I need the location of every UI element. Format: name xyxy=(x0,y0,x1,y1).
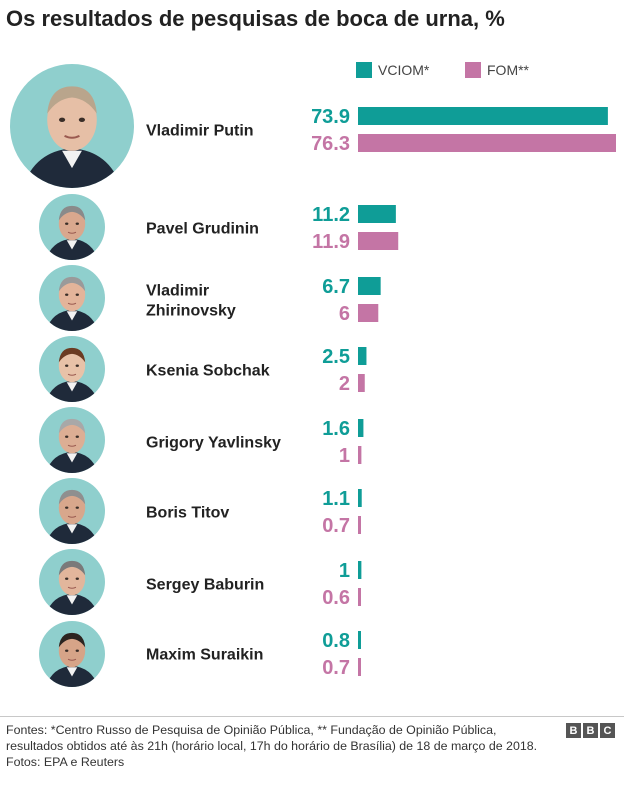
value-label-vciom-vladimir-putin: 73.9 xyxy=(311,106,350,128)
value-label-vciom-vladimir-zhirinovsky: 6.7 xyxy=(322,276,350,298)
bar-fom-grigory-yavlinsky xyxy=(358,446,362,464)
bbc-logo-letter: C xyxy=(600,723,615,738)
bar-fom-vladimir-putin xyxy=(358,134,616,152)
value-label-vciom-grigory-yavlinsky: 1.6 xyxy=(322,418,350,440)
bbc-logo-letter: B xyxy=(566,723,581,738)
photo-pavel-grudinin xyxy=(39,194,105,260)
photo-ksenia-sobchak xyxy=(39,336,105,402)
footer-divider xyxy=(0,716,624,717)
value-label-vciom-pavel-grudinin: 11.2 xyxy=(312,204,350,226)
bbc-logo: B B C xyxy=(566,723,615,738)
legend-swatch-fom xyxy=(465,62,481,78)
value-label-fom-grigory-yavlinsky: 1 xyxy=(339,445,350,467)
candidate-name-grigory-yavlinsky: Grigory Yavlinsky xyxy=(146,435,281,452)
value-label-fom-ksenia-sobchak: 2 xyxy=(339,373,350,395)
photo-boris-titov xyxy=(39,478,105,544)
bar-fom-maxim-suraikin xyxy=(358,658,361,676)
bar-vciom-boris-titov xyxy=(358,489,362,507)
candidate-name-ksenia-sobchak: Ksenia Sobchak xyxy=(146,363,270,380)
bar-vciom-sergey-baburin xyxy=(358,561,362,579)
value-label-fom-vladimir-zhirinovsky: 6 xyxy=(339,303,350,325)
footer-sources: Fontes: *Centro Russo de Pesquisa de Opi… xyxy=(6,723,538,753)
photo-grigory-yavlinsky xyxy=(39,407,105,473)
value-label-vciom-sergey-baburin: 1 xyxy=(339,560,350,582)
candidate-name-vladimir-putin: Vladimir Putin xyxy=(146,123,254,140)
candidate-name-maxim-suraikin: Maxim Suraikin xyxy=(146,647,263,664)
bar-fom-sergey-baburin xyxy=(358,588,361,606)
value-label-fom-boris-titov: 0.7 xyxy=(322,515,350,537)
bar-chart: Vladimir Putin 73.9 76.3 Pavel Grudinin 11.2… xyxy=(146,106,616,679)
bar-vciom-vladimir-zhirinovsky xyxy=(358,277,381,295)
bar-fom-boris-titov xyxy=(358,516,361,534)
bar-vciom-grigory-yavlinsky xyxy=(358,419,364,437)
value-label-fom-maxim-suraikin: 0.7 xyxy=(322,657,350,679)
candidate-name-vladimir-zhirinovsky: Vladimir xyxy=(146,283,209,300)
value-label-vciom-ksenia-sobchak: 2.5 xyxy=(322,346,350,368)
legend-label-fom: FOM** xyxy=(487,62,529,78)
legend-item-fom: FOM** xyxy=(465,62,529,78)
legend-label-vciom: VCIOM* xyxy=(378,62,430,78)
value-label-vciom-maxim-suraikin: 0.8 xyxy=(322,630,350,652)
photo-maxim-suraikin xyxy=(39,621,105,687)
bar-vciom-ksenia-sobchak xyxy=(358,347,367,365)
candidate-name-vladimir-zhirinovsky: Zhirinovsky xyxy=(146,303,236,320)
bar-vciom-vladimir-putin xyxy=(358,107,608,125)
candidate-name-sergey-baburin: Sergey Baburin xyxy=(146,577,264,594)
footer: Fontes: *Centro Russo de Pesquisa de Opi… xyxy=(6,722,541,770)
bar-fom-ksenia-sobchak xyxy=(358,374,365,392)
value-label-fom-sergey-baburin: 0.6 xyxy=(322,587,350,609)
candidate-name-boris-titov: Boris Titov xyxy=(146,505,229,522)
value-label-fom-pavel-grudinin: 11.9 xyxy=(312,231,350,253)
footer-photos-credit: Fotos: EPA e Reuters xyxy=(6,755,125,769)
photo-sergey-baburin xyxy=(39,549,105,615)
bar-fom-pavel-grudinin xyxy=(358,232,399,250)
bar-vciom-maxim-suraikin xyxy=(358,631,361,649)
legend-swatch-vciom xyxy=(356,62,372,78)
bbc-logo-letter: B xyxy=(583,723,598,738)
photo-vladimir-zhirinovsky xyxy=(39,265,105,331)
bar-fom-vladimir-zhirinovsky xyxy=(358,304,379,322)
bar-vciom-pavel-grudinin xyxy=(358,205,396,223)
value-label-fom-vladimir-putin: 76.3 xyxy=(311,133,350,155)
candidate-name-pavel-grudinin: Pavel Grudinin xyxy=(146,221,259,238)
photo-vladimir-putin xyxy=(10,64,134,188)
legend-item-vciom: VCIOM* xyxy=(356,62,429,78)
chart-title: Os resultados de pesquisas de boca de ur… xyxy=(6,6,505,31)
value-label-vciom-boris-titov: 1.1 xyxy=(322,488,350,510)
